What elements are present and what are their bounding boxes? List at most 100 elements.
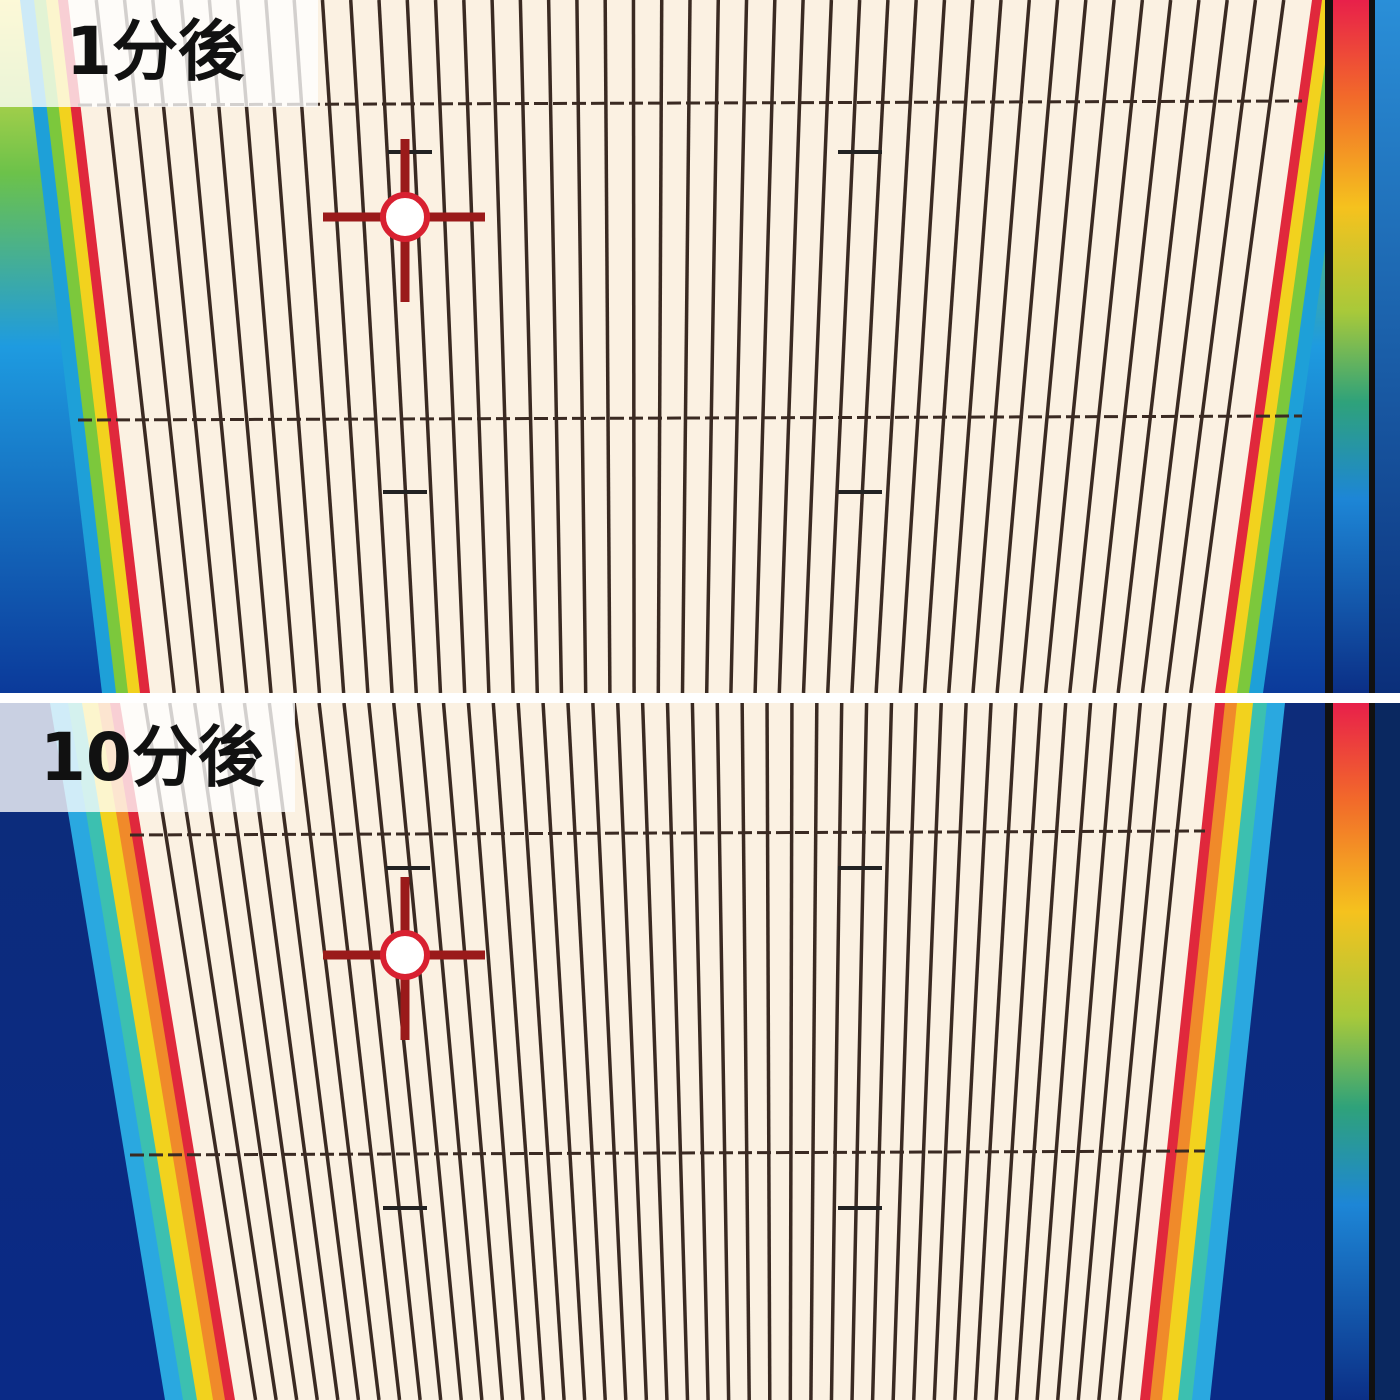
wire <box>874 0 918 694</box>
wire <box>631 0 636 694</box>
wire <box>801 0 834 694</box>
wire <box>1140 0 1229 694</box>
wire <box>433 0 467 694</box>
wire <box>518 0 540 694</box>
wire <box>994 702 1043 1400</box>
wire <box>1189 0 1286 694</box>
wire <box>1019 0 1088 694</box>
wire <box>850 702 869 1400</box>
wire <box>1055 702 1118 1400</box>
wire <box>912 702 943 1400</box>
color-scale <box>1333 0 1369 693</box>
crosshair-ring <box>380 930 430 980</box>
wire <box>891 702 919 1400</box>
wire <box>490 0 515 694</box>
wire <box>704 0 721 694</box>
wire <box>392 702 463 1400</box>
wire <box>342 702 422 1400</box>
wire <box>870 702 894 1400</box>
sheet <box>68 0 1312 693</box>
seam <box>129 829 1206 837</box>
wire <box>416 702 484 1400</box>
wire <box>267 702 361 1400</box>
wire <box>765 702 772 1400</box>
label-box <box>0 703 295 812</box>
wire <box>151 0 225 694</box>
label-box <box>0 0 318 107</box>
wire <box>466 702 525 1400</box>
panel-label: 10分後 <box>40 719 265 796</box>
wire <box>546 0 564 694</box>
wire <box>516 702 566 1400</box>
wire <box>640 702 669 1400</box>
wire <box>829 702 844 1400</box>
wire <box>264 0 322 694</box>
wire <box>242 702 340 1400</box>
wire <box>462 0 491 694</box>
wire <box>715 702 731 1400</box>
wire <box>809 702 819 1400</box>
wire <box>348 0 394 694</box>
panel <box>0 0 1400 694</box>
wire <box>973 702 1018 1400</box>
color-scale <box>1333 703 1369 1400</box>
panel <box>0 702 1400 1400</box>
wire <box>922 0 975 694</box>
wire <box>541 702 587 1400</box>
wire <box>680 0 692 694</box>
wire <box>405 0 443 694</box>
wire <box>825 0 862 694</box>
wire <box>603 0 612 694</box>
wire <box>947 0 1003 694</box>
wire <box>1035 702 1093 1400</box>
wire <box>740 702 751 1400</box>
seam <box>77 99 1303 107</box>
separator <box>0 693 1400 703</box>
wire <box>441 702 505 1400</box>
wire <box>491 702 546 1400</box>
wire <box>575 0 588 694</box>
wire <box>367 702 443 1400</box>
wire <box>1097 702 1167 1400</box>
wire <box>179 0 249 694</box>
wire <box>591 702 628 1400</box>
wire <box>168 702 278 1400</box>
wire <box>1068 0 1145 694</box>
wire <box>143 702 258 1400</box>
wire <box>207 0 273 694</box>
wire <box>1164 0 1258 694</box>
wire <box>953 702 993 1400</box>
wire <box>1043 0 1116 694</box>
wire <box>192 702 299 1400</box>
wire <box>777 0 805 694</box>
wire <box>320 0 370 694</box>
wire <box>690 702 710 1400</box>
wire <box>729 0 749 694</box>
wire <box>1116 0 1201 694</box>
wire <box>566 702 607 1400</box>
right-edge <box>1375 0 1400 693</box>
panel-label: 1分後 <box>66 13 245 90</box>
right-edge <box>1375 703 1400 1400</box>
wire <box>292 0 346 694</box>
wire <box>850 0 890 694</box>
wire <box>377 0 418 694</box>
wire <box>665 702 690 1400</box>
seam <box>77 414 1303 422</box>
wire <box>235 0 297 694</box>
wire <box>995 0 1060 694</box>
wire <box>656 0 664 694</box>
wire <box>122 0 201 694</box>
wire <box>1014 702 1068 1400</box>
wire <box>932 702 968 1400</box>
wire <box>753 0 777 694</box>
wire <box>788 702 794 1400</box>
wire <box>1092 0 1173 694</box>
wire <box>317 702 402 1400</box>
wire <box>1076 702 1143 1400</box>
wire <box>615 702 649 1400</box>
crosshair-ring <box>380 192 430 242</box>
seam <box>129 1149 1206 1157</box>
